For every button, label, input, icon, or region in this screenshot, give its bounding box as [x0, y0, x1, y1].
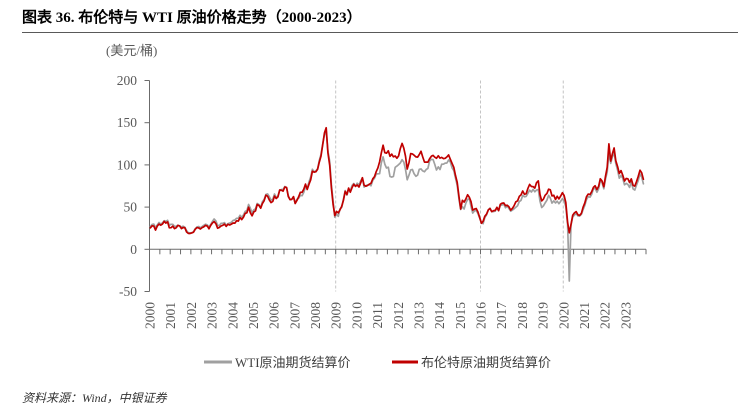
- x-tick-label: 2013: [411, 302, 426, 329]
- x-tick-label: 2008: [308, 302, 323, 329]
- x-tick-label: 2015: [453, 302, 468, 329]
- series-line-wti: [149, 130, 645, 282]
- x-tick-label: 2023: [618, 302, 633, 329]
- x-tick-label: 2021: [577, 302, 592, 329]
- legend: WTI原油期货结算价 布伦特原油期货结算价: [204, 355, 551, 370]
- x-tick-label: 2010: [349, 302, 364, 329]
- x-tick-label: 2018: [515, 302, 530, 329]
- series-line-brent: [149, 126, 645, 235]
- reference-lines: [335, 80, 564, 292]
- y-tick-label: 50: [124, 200, 138, 215]
- y-axis-unit-label: (美元/桶): [106, 43, 157, 58]
- chart-title: 图表 36. 布伦特与 WTI 原油价格走势（2000-2023）: [22, 10, 362, 26]
- x-tick-label: 2002: [184, 302, 199, 329]
- axes: -50 0 50 100 150 200 2000 2001 2002 2003 2004 2005 2…: [117, 73, 647, 329]
- x-tick-label: 2016: [474, 302, 489, 329]
- legend-label-brent: 布伦特原油期货结算价: [421, 355, 551, 370]
- x-tick-label: 2019: [536, 302, 551, 329]
- x-tick-label: 2007: [287, 302, 302, 329]
- x-tick-label: 2006: [267, 302, 282, 329]
- x-tick-label: 2004: [225, 302, 240, 329]
- x-tick-label: 2017: [494, 302, 509, 329]
- x-tick-label: 2020: [556, 302, 571, 329]
- x-tick-label: 2000: [143, 302, 158, 329]
- x-tick-label: 2003: [205, 302, 220, 329]
- y-tick-label: -50: [119, 284, 137, 299]
- x-tick-label: 2009: [329, 302, 344, 329]
- x-tick-label: 2001: [163, 302, 178, 329]
- x-tick-label: 2022: [598, 302, 613, 329]
- x-tick-label: 2005: [246, 302, 261, 329]
- x-tick-label: 2012: [391, 302, 406, 329]
- y-tick-label: 100: [117, 157, 138, 172]
- legend-label-wti: WTI原油期货结算价: [235, 355, 351, 370]
- x-tick-label: 2011: [370, 302, 385, 329]
- title-divider: [22, 32, 738, 33]
- x-tick-label: 2014: [432, 302, 447, 329]
- y-tick-label: 150: [117, 115, 138, 130]
- y-tick-label: 0: [130, 242, 137, 257]
- source-note: 资料来源：Wind，中银证券: [22, 391, 167, 405]
- y-tick-label: 200: [117, 73, 138, 88]
- series-lines: [149, 126, 645, 282]
